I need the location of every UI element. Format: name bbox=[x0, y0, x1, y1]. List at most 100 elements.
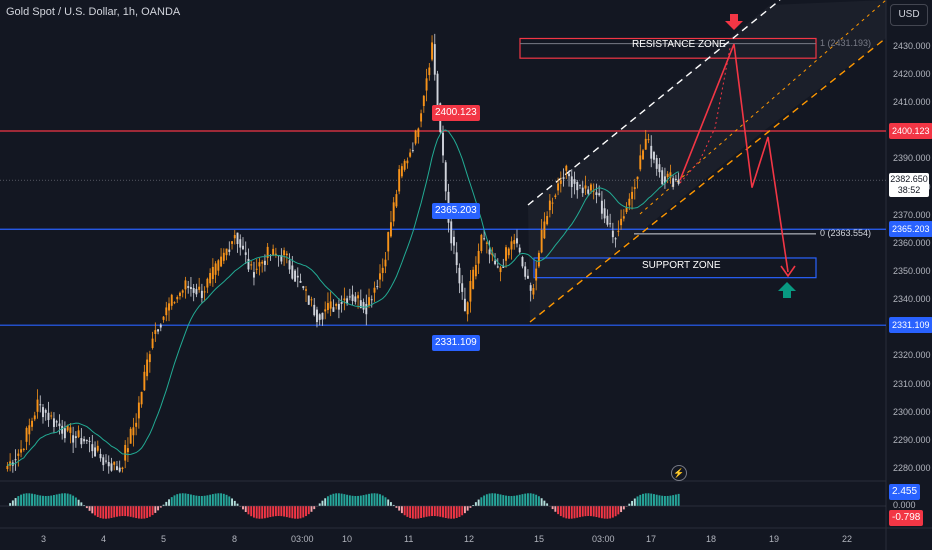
level-label-2365[interactable]: 2365.203 bbox=[432, 203, 480, 220]
channel-mid-line bbox=[639, 0, 887, 215]
candle bbox=[444, 162, 447, 192]
candle bbox=[242, 245, 244, 250]
candle bbox=[653, 151, 655, 160]
candle bbox=[302, 286, 305, 289]
candle bbox=[381, 267, 384, 273]
price-tick: 2310.000 bbox=[893, 378, 931, 389]
candle bbox=[559, 180, 562, 184]
candle bbox=[296, 275, 299, 278]
candle bbox=[31, 420, 33, 427]
time-tick: 15 bbox=[534, 534, 545, 544]
candle bbox=[247, 258, 250, 270]
candle bbox=[403, 160, 406, 170]
candle bbox=[425, 78, 428, 91]
candle bbox=[584, 185, 587, 189]
candle bbox=[28, 425, 31, 435]
time-tick: 5 bbox=[161, 534, 167, 544]
candle bbox=[477, 250, 480, 264]
candle bbox=[280, 255, 283, 262]
candle bbox=[414, 130, 417, 144]
candle bbox=[409, 152, 412, 157]
time-tick: 18 bbox=[706, 534, 717, 544]
candle bbox=[291, 265, 294, 279]
candle bbox=[636, 176, 639, 180]
candle bbox=[368, 297, 370, 306]
candle bbox=[47, 412, 50, 421]
candle bbox=[294, 270, 297, 282]
candle bbox=[181, 290, 184, 293]
candle bbox=[22, 448, 25, 450]
candle bbox=[80, 438, 83, 445]
candle bbox=[329, 301, 332, 309]
candle bbox=[469, 281, 472, 302]
candle bbox=[474, 265, 477, 277]
candle bbox=[110, 463, 113, 471]
candle bbox=[179, 292, 181, 296]
symbol-title: Gold Spot / U.S. Dollar, 1h, OANDA bbox=[6, 6, 181, 18]
candle bbox=[231, 241, 233, 244]
last-price-tag: 2382.650 38:52 bbox=[889, 173, 929, 198]
candle bbox=[151, 338, 154, 349]
price-tick: 2370.000 bbox=[893, 209, 931, 220]
candle bbox=[359, 300, 362, 309]
candle bbox=[217, 260, 220, 271]
candle bbox=[557, 183, 560, 191]
candle bbox=[537, 252, 540, 267]
support-zone-box bbox=[533, 257, 817, 279]
price-tick: 2430.000 bbox=[893, 40, 931, 51]
level-label-2400[interactable]: 2400.123 bbox=[432, 105, 480, 121]
candle bbox=[42, 407, 44, 418]
candle bbox=[376, 286, 379, 288]
candle bbox=[526, 275, 529, 279]
candle bbox=[17, 453, 20, 456]
candle bbox=[603, 208, 606, 219]
candle bbox=[551, 202, 554, 204]
candle bbox=[436, 73, 439, 106]
candle bbox=[324, 309, 327, 312]
candle bbox=[6, 465, 9, 470]
candle bbox=[365, 303, 368, 315]
price-tick: 2280.000 bbox=[893, 463, 931, 474]
candle bbox=[589, 184, 592, 191]
candle bbox=[266, 246, 269, 258]
candle bbox=[184, 280, 187, 290]
candle bbox=[644, 138, 647, 150]
candle bbox=[225, 248, 228, 256]
candle bbox=[189, 287, 192, 290]
channel-fill bbox=[528, 0, 886, 322]
currency-button[interactable]: USD bbox=[890, 4, 928, 26]
candle bbox=[63, 428, 66, 439]
candle bbox=[609, 223, 612, 225]
candle bbox=[655, 158, 658, 169]
candle bbox=[135, 422, 138, 427]
level-label-2331[interactable]: 2331.109 bbox=[432, 335, 480, 352]
fib-level-1-label: 1 (2431.193) bbox=[820, 37, 872, 48]
candle bbox=[33, 415, 36, 420]
candle bbox=[411, 150, 414, 152]
candle bbox=[650, 145, 653, 159]
candle bbox=[126, 448, 129, 453]
candle bbox=[236, 232, 239, 245]
candle bbox=[143, 371, 146, 391]
candle bbox=[274, 253, 277, 256]
candle bbox=[105, 460, 107, 462]
lightning-icon[interactable]: ⚡ bbox=[671, 465, 687, 481]
candle bbox=[96, 445, 99, 451]
candle bbox=[370, 299, 373, 301]
candle bbox=[233, 235, 236, 239]
price-tick: 2360.000 bbox=[893, 237, 931, 248]
candle bbox=[406, 160, 409, 164]
candle bbox=[592, 190, 595, 192]
candle bbox=[118, 467, 121, 472]
candle bbox=[480, 234, 483, 251]
projection-path bbox=[679, 43, 789, 273]
candle bbox=[463, 298, 466, 312]
time-tick: 19 bbox=[769, 534, 780, 544]
candle bbox=[44, 409, 47, 413]
candle bbox=[146, 359, 149, 377]
candle bbox=[272, 248, 275, 256]
candle bbox=[348, 296, 351, 298]
candle bbox=[458, 267, 461, 284]
candle bbox=[431, 42, 434, 60]
